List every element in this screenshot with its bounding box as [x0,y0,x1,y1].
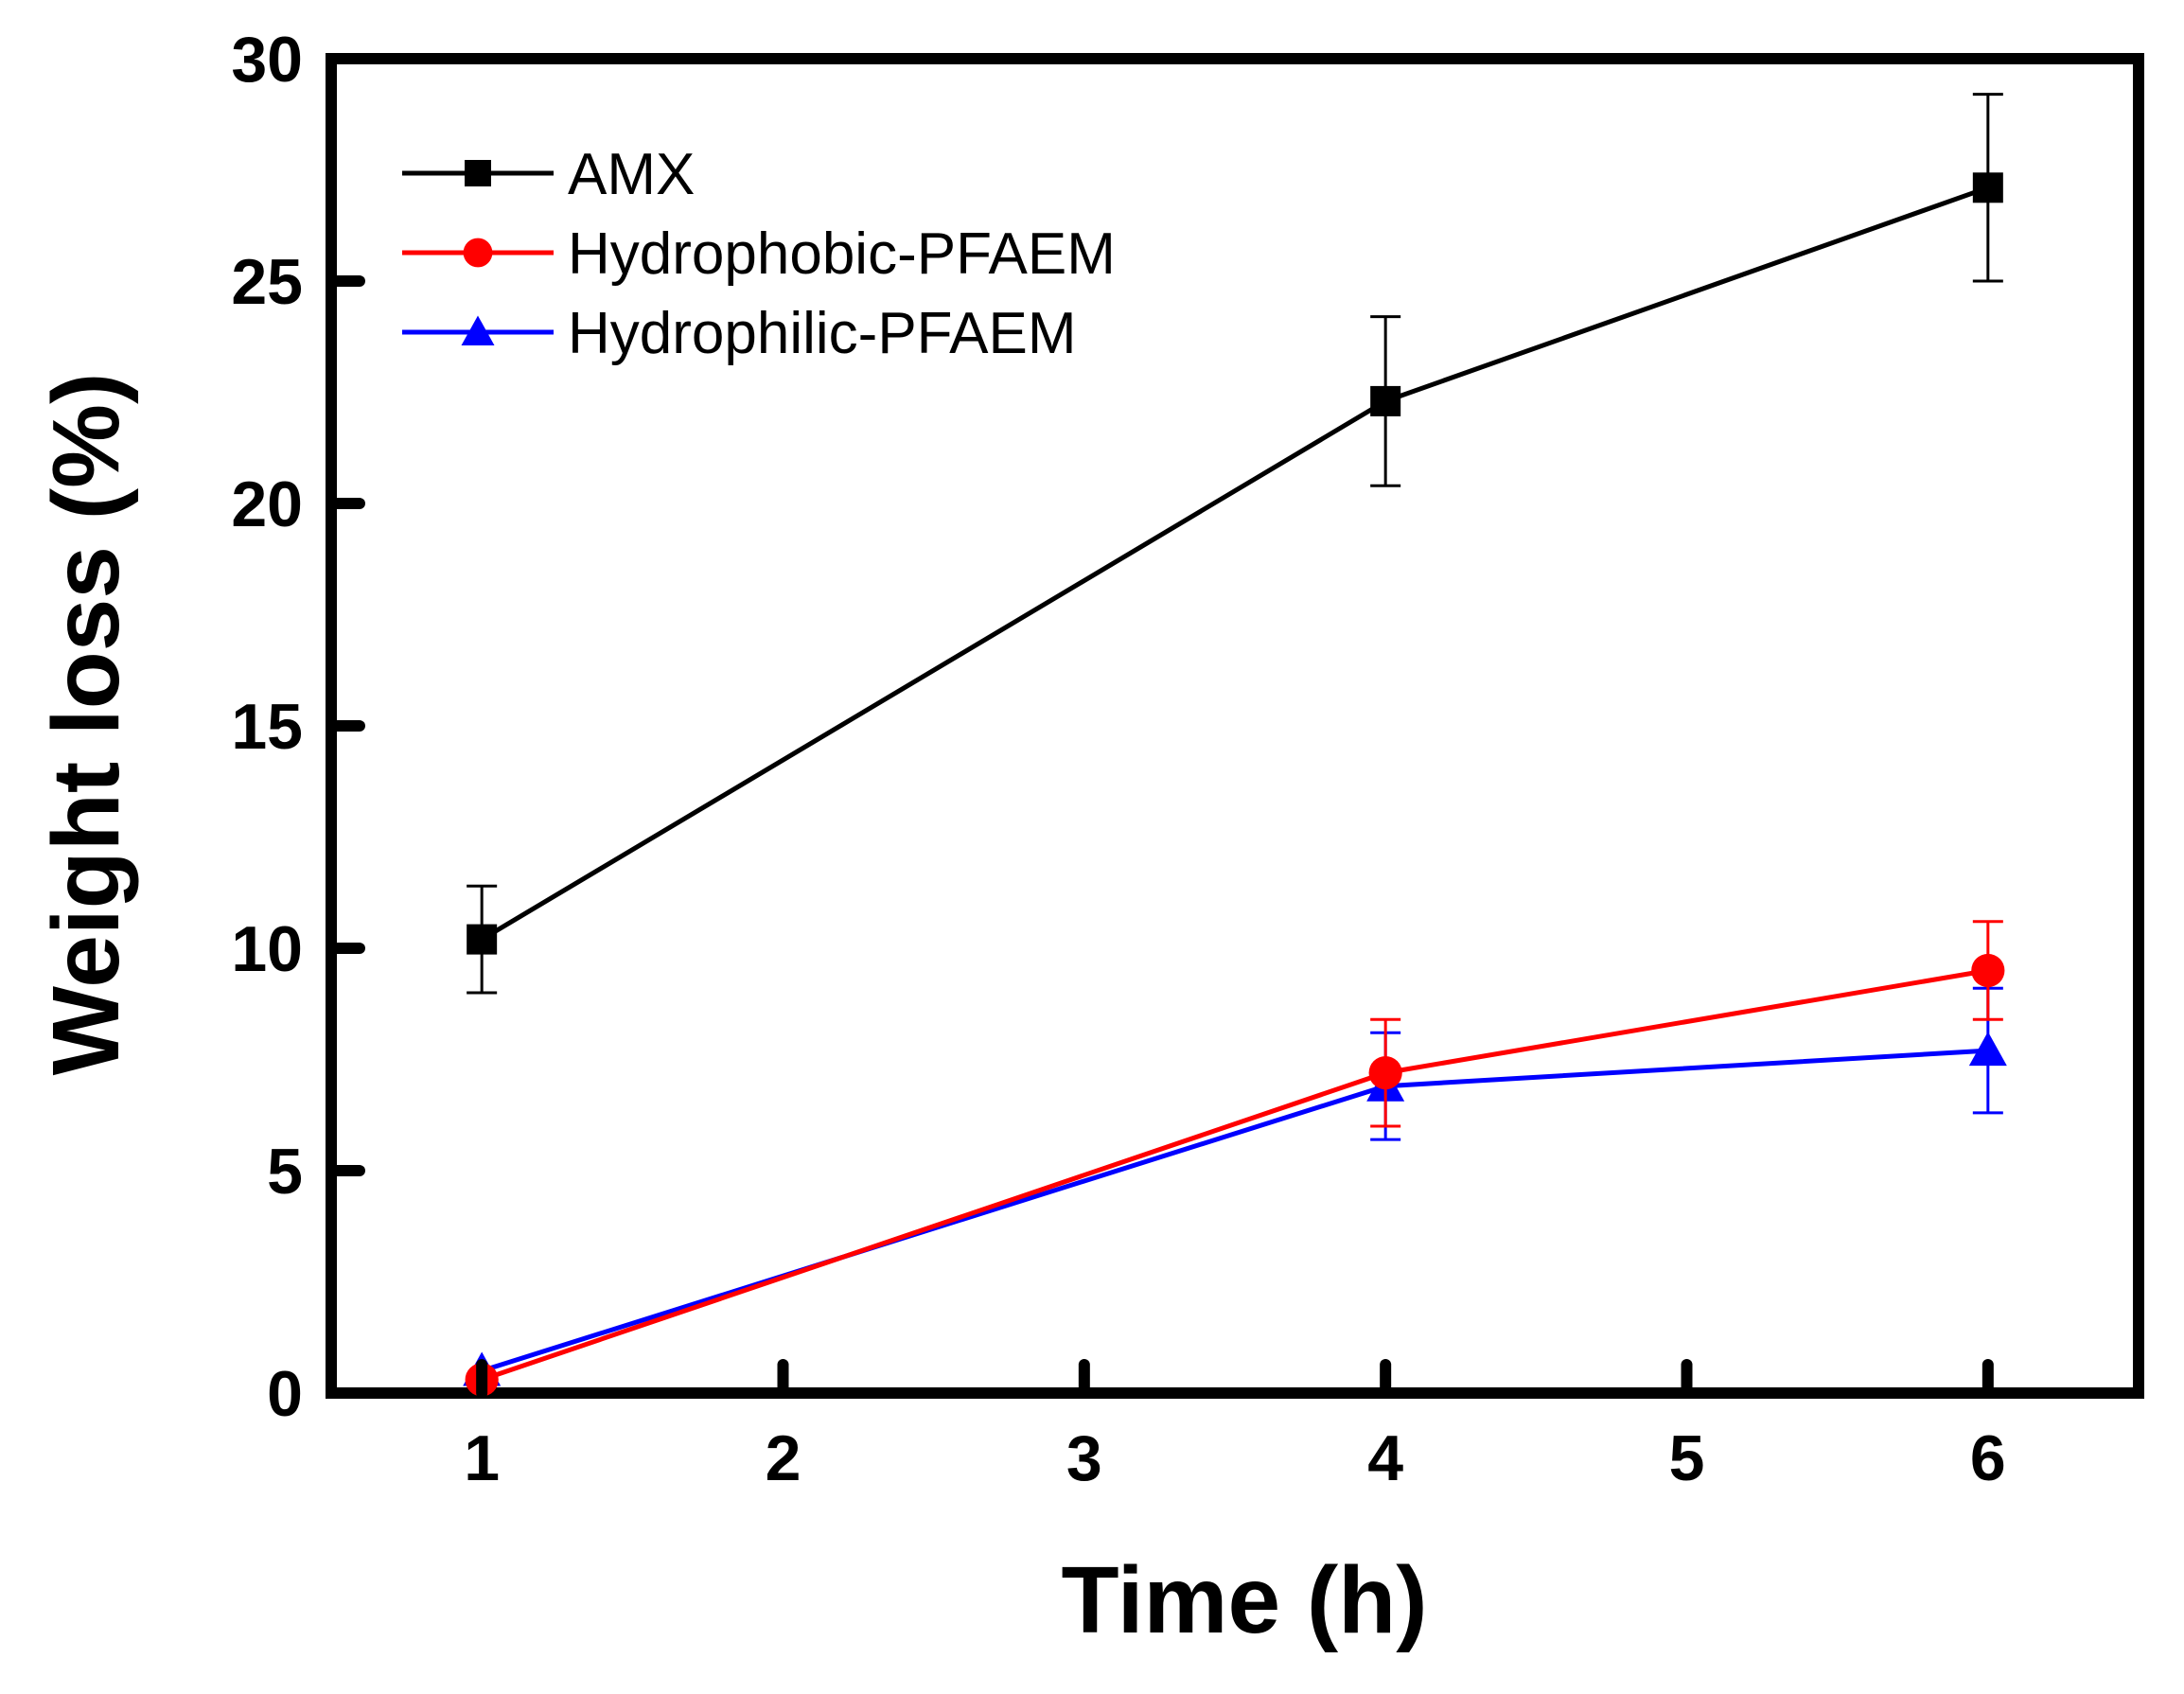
y-tick-label: 10 [231,913,303,985]
legend: AMX Hydrophobic-PFAEM Hydrophilic-PFAEM [402,142,1116,366]
legend-marker [465,160,491,186]
series-hydrophilic-pfaem [463,986,2007,1386]
y-tick-label: 25 [231,246,303,318]
series-line [481,968,1989,1383]
ticks: 1 2 3 4 5 6 0 5 10 15 20 25 30 [231,24,2005,1494]
legend-label: Hydrophobic-PFAEM [568,221,1116,287]
series-hydrophobic-pfaem [465,920,2005,1397]
x-axis-title: Time (h) [1061,1547,1427,1653]
x-tick-label: 4 [1367,1422,1403,1494]
y-tick-label: 30 [231,24,303,96]
data-point [1368,1056,1402,1090]
data-point [1968,1032,2007,1067]
legend-label: Hydrophilic-PFAEM [568,301,1076,366]
series-layer [463,93,2007,1397]
x-tick-label: 5 [1669,1422,1705,1494]
data-point [1370,385,1401,416]
legend-marker [463,238,493,268]
series-line [481,1048,1988,1373]
data-point [1971,953,2005,988]
series-amx [467,93,2003,995]
x-tick-label: 2 [766,1422,801,1494]
data-point [467,924,498,955]
x-tick-label: 1 [464,1422,500,1494]
legend-label: AMX [568,142,695,207]
y-tick-label: 20 [231,468,303,540]
y-tick-label: 15 [231,691,303,763]
x-tick-label: 6 [1970,1422,2006,1494]
y-tick-label: 0 [267,1358,303,1430]
y-axis-title: Weight loss (%) [33,373,139,1076]
legend-marker [461,315,495,345]
y-tick-label: 5 [267,1136,303,1208]
x-tick-label: 3 [1066,1422,1102,1494]
data-point [1972,172,2003,203]
